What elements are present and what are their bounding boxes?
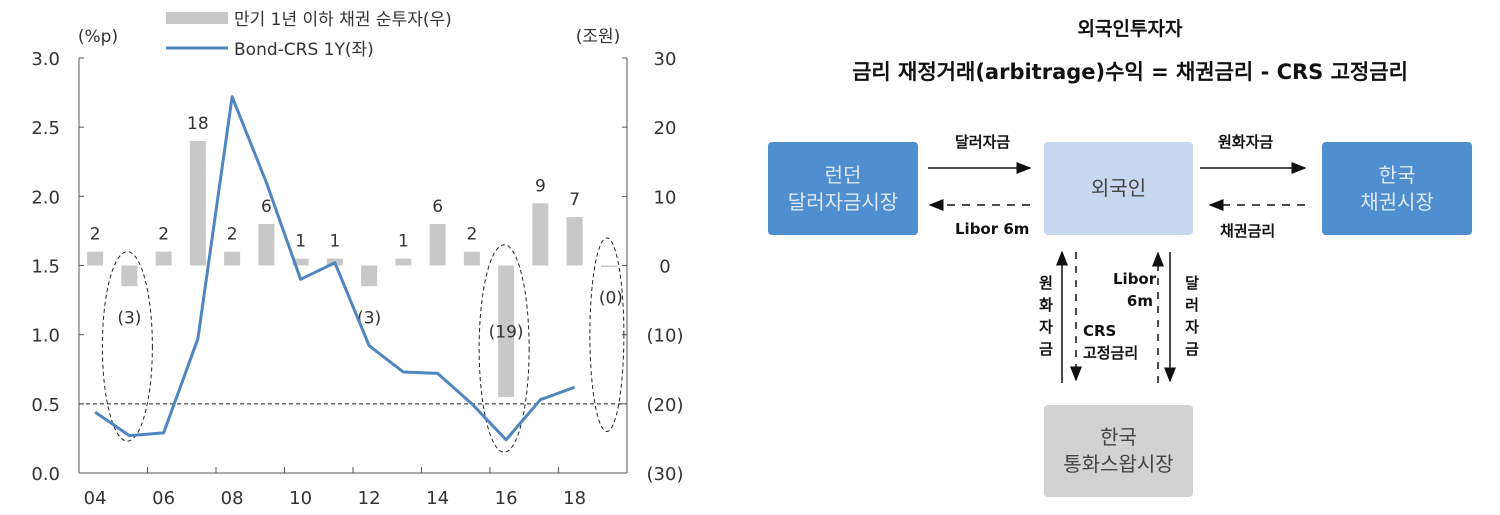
bar-14 [429,224,446,266]
bar-label-07: 18 [187,114,209,134]
bar-08 [224,251,241,266]
bar-label-14: 6 [432,197,443,217]
bar-06 [155,251,172,266]
bar-label-15: 2 [466,225,477,245]
box-line: 통화스왑시장 [1063,452,1174,476]
bar-07 [189,141,206,266]
box-line: 한국 [1378,162,1416,187]
bar-label-16: (19) [489,323,524,343]
left-tick-label: 0.5 [31,395,60,416]
highlight-ellipse-05 [101,251,153,442]
bar-label-19: (0) [599,289,623,309]
bar-05 [121,265,138,287]
bar-label-09: 6 [261,197,272,217]
label-line: CRS [1083,322,1117,340]
x-tick-label: 18 [563,488,586,509]
x-tick-label: 14 [426,488,449,509]
x-tick-label: 16 [495,488,518,509]
right-axis-unit: (조원) [576,27,621,47]
bar-12 [361,265,378,287]
legend-label-bar: 만기 1년 이하 채권 순투자(우) [234,10,452,30]
diagram-arrows [928,162,1307,383]
bar-label-18: 7 [569,190,580,210]
left-tick-label: 2.5 [31,118,60,139]
bar-09 [258,224,275,266]
left-tick-label: 0.0 [31,464,60,485]
bar-10 [292,258,309,266]
bar-17 [532,203,549,266]
bar-label-12: (3) [357,309,381,329]
left-axis-unit: (%p) [78,27,118,47]
label-dollar-funds: 달러자금 [955,133,1011,151]
bar-04 [87,251,104,266]
box-line: 한국 [1100,425,1137,449]
left-tick-label: 2.0 [31,187,60,208]
left-tick-label: 1.5 [31,257,60,278]
bar-label-06: 2 [158,225,169,245]
label-libor: Libor 6m [955,220,1030,238]
diagram-subtitle: 금리 재정거래(arbitrage)수익 = 채권금리 - CRS 고정금리 [852,60,1408,84]
right-tick-label: 20 [654,118,677,139]
highlight-ellipse-16 [478,244,530,453]
bar-18 [566,217,583,266]
diagram-title: 외국인투자자 [1077,18,1183,40]
bar-label-17: 9 [535,176,546,196]
label-swap-usd: 달러자금 [1185,274,1199,358]
bar-label-11: 1 [329,232,340,252]
x-tick-label: 04 [84,488,107,509]
right-tick-label: (30) [647,464,684,485]
bar-label-04: 2 [90,225,101,245]
bar-16 [498,265,515,397]
box-line: 채권시장 [1360,189,1434,214]
right-tick-label: 10 [654,187,677,208]
label-line: 6m [1126,292,1153,310]
box-line: 외국인 [1090,176,1147,200]
korea-bond-market-box: 한국 채권시장 [1322,142,1472,235]
label-swap-crs: CRS 고정금리 [1083,320,1138,364]
label-swap-krw: 원화자금 [1039,274,1053,358]
bar-19 [600,265,617,267]
right-tick-label: 30 [654,49,677,70]
right-tick-label: (10) [647,326,684,347]
x-tick-label: 10 [289,488,312,509]
box-line: 런던 [824,162,862,187]
bar-13 [395,258,412,266]
x-tick-label: 06 [152,488,175,509]
right-tick-label: (20) [647,395,684,416]
bar-label-08: 2 [227,225,238,245]
right-tick-label: 0 [659,257,670,278]
label-krw-funds: 원화자금 [1218,133,1274,151]
left-tick-label: 1.0 [31,326,60,347]
box-line: 달러자금시장 [787,189,899,214]
label-swap-libor: Libor 6m [1113,268,1157,312]
bar-15 [463,251,480,266]
bar-label-10: 1 [295,232,306,252]
bar-label-13: 1 [398,232,409,252]
legend-label-line: Bond-CRS 1Y(좌) [234,40,374,60]
label-bond-rate: 채권금리 [1220,222,1276,240]
x-tick-label: 12 [358,488,381,509]
bar-label-05: (3) [117,309,141,329]
label-line: Libor [1113,270,1157,288]
x-tick-label: 08 [221,488,244,509]
foreigner-box: 외국인 [1044,142,1193,235]
left-tick-label: 3.0 [31,49,60,70]
legend-swatch-bar [166,12,228,24]
label-line: 고정금리 [1083,344,1139,362]
london-dollar-market-box: 런던 달러자금시장 [768,142,918,235]
